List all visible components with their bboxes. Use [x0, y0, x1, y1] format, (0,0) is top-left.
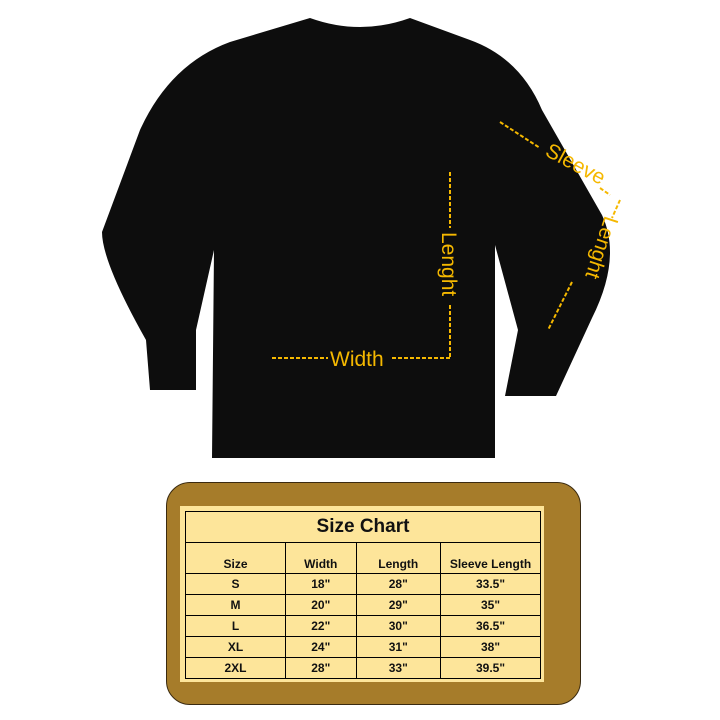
table-cell: 18" — [285, 573, 357, 595]
table-cell: M — [185, 594, 286, 616]
size-chart-title: Size Chart — [185, 511, 541, 543]
size-chart-frame: Size Chart Size Width Length Sleeve Length … — [166, 482, 581, 705]
table-cell: 28" — [355, 573, 441, 595]
table-cell: 24" — [285, 636, 357, 658]
table-cell: 33.5" — [440, 573, 541, 595]
table-cell: L — [185, 615, 286, 637]
table-cell: 22" — [285, 615, 357, 637]
table-cell: 29" — [355, 594, 441, 616]
table-cell: 28" — [285, 657, 357, 679]
measure-lines — [272, 121, 621, 359]
column-header: Size — [185, 542, 286, 574]
table-cell: 38" — [440, 636, 541, 658]
table-cell: 30" — [355, 615, 441, 637]
table-cell: XL — [185, 636, 286, 658]
table-cell: 31" — [355, 636, 441, 658]
width-label: Width — [330, 348, 384, 371]
table-row: M 20" 29" 35" — [185, 594, 541, 616]
length-label: Lenght — [437, 232, 460, 296]
table-row: L 22" 30" 36.5" — [185, 615, 541, 637]
table-cell: 20" — [285, 594, 357, 616]
table-cell: 2XL — [185, 657, 286, 679]
table-cell: 33" — [355, 657, 441, 679]
table-row: XL 24" 31" 38" — [185, 636, 541, 658]
column-header: Length — [355, 542, 441, 574]
table-cell: 36.5" — [440, 615, 541, 637]
table-cell: S — [185, 573, 286, 595]
size-chart-table: Size Chart Size Width Length Sleeve Length … — [185, 511, 541, 679]
size-chart-background: Size Chart Size Width Length Sleeve Length … — [180, 506, 544, 682]
column-header: Sleeve Length — [440, 542, 541, 574]
table-row: S 18" 28" 33.5" — [185, 573, 541, 595]
long-sleeve-shirt — [102, 18, 610, 458]
shirt-illustration: Width Lenght Sleeve Lenght — [102, 18, 622, 458]
table-row: 2XL 28" 33" 39.5" — [185, 657, 541, 679]
table-cell: 39.5" — [440, 657, 541, 679]
column-header: Width — [285, 542, 357, 574]
table-cell: 35" — [440, 594, 541, 616]
